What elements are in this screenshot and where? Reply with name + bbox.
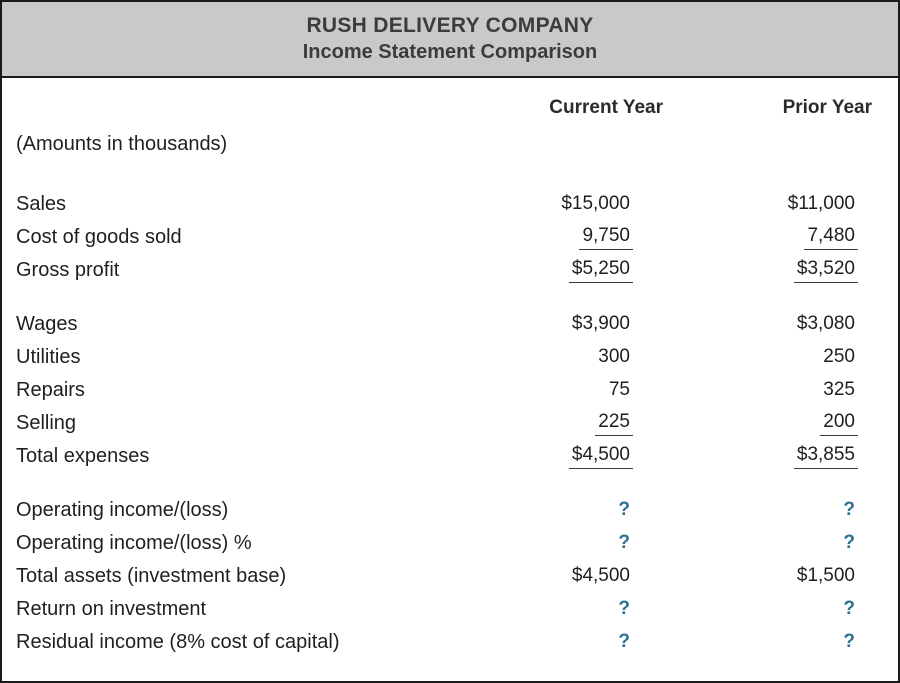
column-header-row: Current Year Prior Year bbox=[16, 90, 872, 126]
prior-year-value: ? bbox=[633, 631, 858, 655]
prior-year-value: $1,500 bbox=[633, 565, 858, 589]
cell-value: ? bbox=[843, 531, 855, 553]
table-row-total-assets: Total assets (investment base) $4,500 $1… bbox=[16, 560, 858, 593]
prior-year-value: 7,480 bbox=[633, 225, 858, 250]
row-label: Gross profit bbox=[16, 259, 120, 281]
prior-year-value: ? bbox=[633, 499, 858, 523]
cell-value: $5,250 bbox=[568, 258, 633, 283]
table-row-operating-income: Operating income/(loss) ? ? bbox=[16, 494, 858, 527]
cell-value: ? bbox=[618, 531, 630, 553]
table-row-sales: Sales $15,000 $11,000 bbox=[16, 188, 858, 221]
cell-value: $15,000 bbox=[561, 192, 630, 214]
cell-value: 225 bbox=[595, 411, 633, 436]
cell-value: $3,900 bbox=[571, 312, 630, 334]
row-label: Return on investment bbox=[16, 598, 207, 620]
current-year-value: $4,500 bbox=[423, 444, 633, 469]
cell-value: $11,000 bbox=[787, 192, 855, 214]
cell-value: ? bbox=[618, 498, 630, 520]
current-year-value: $4,500 bbox=[423, 565, 633, 589]
cell-value: 325 bbox=[823, 378, 855, 400]
prior-year-value: ? bbox=[633, 532, 858, 556]
row-label: Total assets (investment base) bbox=[16, 565, 287, 587]
table-row-gross-profit: Gross profit $5,250 $3,520 bbox=[16, 254, 858, 287]
cell-value: 250 bbox=[823, 345, 855, 367]
table-row-repairs: Repairs 75 325 bbox=[16, 374, 858, 407]
current-year-value: $3,900 bbox=[423, 313, 633, 337]
cell-value: $1,500 bbox=[796, 564, 855, 586]
prior-year-value: 250 bbox=[633, 346, 858, 370]
cell-value: $3,080 bbox=[796, 312, 855, 334]
figure-subtitle: Income Statement Comparison bbox=[302, 41, 598, 63]
table-row-cost-of-goods-sold: Cost of goods sold 9,750 7,480 bbox=[16, 221, 858, 254]
row-label: Utilities bbox=[16, 346, 81, 368]
cell-value: 75 bbox=[608, 378, 630, 400]
cell-value: $4,500 bbox=[568, 444, 633, 469]
cell-value: $3,855 bbox=[793, 444, 858, 469]
amounts-note: (Amounts in thousands) bbox=[16, 132, 228, 155]
cell-value: $3,520 bbox=[793, 258, 858, 283]
prior-year-value: 200 bbox=[633, 411, 858, 436]
cell-value: ? bbox=[843, 498, 855, 520]
row-label: Total expenses bbox=[16, 445, 150, 467]
table-row-return-on-investment: Return on investment ? ? bbox=[16, 593, 858, 626]
figure-header: RUSH DELIVERY COMPANY Income Statement C… bbox=[2, 2, 898, 78]
current-year-value: $5,250 bbox=[423, 258, 633, 283]
cell-value: ? bbox=[618, 597, 630, 619]
statement-table: Current Year Prior Year (Amounts in thou… bbox=[2, 78, 898, 659]
prior-year-value: $3,855 bbox=[633, 444, 858, 469]
table-row-operating-income-percent: Operating income/(loss) % ? ? bbox=[16, 527, 858, 560]
row-label: Selling bbox=[16, 412, 77, 434]
row-label: Wages bbox=[16, 313, 78, 335]
cell-value: 9,750 bbox=[579, 225, 633, 250]
current-year-value: ? bbox=[423, 499, 633, 523]
row-label: Operating income/(loss) bbox=[16, 499, 229, 521]
table-row-residual-income: Residual income (8% cost of capital) ? ? bbox=[16, 626, 858, 659]
prior-year-value: $3,080 bbox=[633, 313, 858, 337]
column-header-prior-year: Prior Year bbox=[782, 97, 872, 118]
table-row-wages: Wages $3,900 $3,080 bbox=[16, 308, 858, 341]
company-name: RUSH DELIVERY COMPANY bbox=[306, 14, 594, 37]
cell-value: $4,500 bbox=[571, 564, 630, 586]
cell-value: ? bbox=[618, 630, 630, 652]
current-year-value: ? bbox=[423, 631, 633, 655]
cell-value: 300 bbox=[598, 345, 630, 367]
current-year-value: 9,750 bbox=[423, 225, 633, 250]
current-year-value: 75 bbox=[423, 379, 633, 403]
current-year-value: ? bbox=[423, 532, 633, 556]
prior-year-value: ? bbox=[633, 598, 858, 622]
table-row-total-expenses: Total expenses $4,500 $3,855 bbox=[16, 440, 858, 473]
prior-year-value: 325 bbox=[633, 379, 858, 403]
row-label: Operating income/(loss) % bbox=[16, 532, 252, 554]
cell-value: 7,480 bbox=[804, 225, 858, 250]
current-year-value: 225 bbox=[423, 411, 633, 436]
table-row-selling: Selling 225 200 bbox=[16, 407, 858, 440]
cell-value: ? bbox=[843, 597, 855, 619]
row-label: Repairs bbox=[16, 379, 85, 401]
current-year-value: 300 bbox=[423, 346, 633, 370]
cell-value: ? bbox=[843, 630, 855, 652]
current-year-value: ? bbox=[423, 598, 633, 622]
amounts-note-row: (Amounts in thousands) bbox=[16, 126, 858, 162]
cell-value: 200 bbox=[820, 411, 858, 436]
column-header-current-year: Current Year bbox=[549, 97, 663, 118]
prior-year-value: $11,000 bbox=[633, 193, 858, 217]
row-label: Residual income (8% cost of capital) bbox=[16, 631, 340, 653]
row-label: Sales bbox=[16, 193, 67, 215]
table-row-utilities: Utilities 300 250 bbox=[16, 341, 858, 374]
prior-year-value: $3,520 bbox=[633, 258, 858, 283]
current-year-value: $15,000 bbox=[423, 193, 633, 217]
row-label: Cost of goods sold bbox=[16, 226, 182, 248]
